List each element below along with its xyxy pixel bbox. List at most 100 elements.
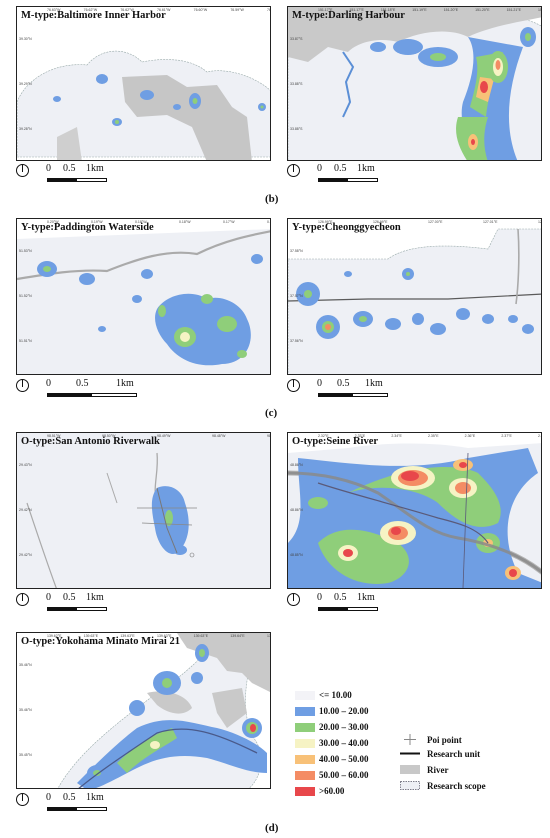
lon-ticks: 139.62°E 139.63°E 139.63°E 139.63°E 139.63°E…	[17, 634, 270, 640]
map-panel-sanantonio: O-type:San Antonio Riverwalk 98.51°W 98.5…	[16, 432, 271, 589]
lon-tick-label: 0.18°W	[179, 220, 191, 224]
legend-swatch	[295, 723, 315, 732]
panel-title: Y-type:Paddington Waterside	[21, 222, 154, 233]
north-arrow-icon	[16, 593, 29, 606]
lon-tick-label: 139.62°E	[47, 634, 62, 638]
lon-tick-label: 0.17°W	[223, 220, 235, 224]
north-arrow-icon	[16, 164, 29, 177]
lon-tick-label: 139.63°E	[83, 634, 99, 638]
legend-swatch	[295, 739, 315, 748]
panel-title: M-type:Darling Harbour	[292, 10, 405, 21]
lon-tick-label: 2.35°E	[428, 434, 439, 438]
panel-title: O-type:Seine River	[292, 436, 379, 447]
lon-tick-label: 0.17°W	[267, 220, 270, 224]
lat-tick-label: 35.45°N	[19, 753, 32, 757]
lat-tick-label: 37.56°N	[290, 339, 303, 343]
lon-ticks: 0.20°W 0.19°W 0.18°W 0.18°W 0.17°W 0.17°W	[17, 220, 270, 226]
lon-tick-label: 98.48°W	[267, 434, 271, 438]
lat-tick-label: 39.30°N	[19, 37, 32, 41]
scale-zero: 0	[317, 378, 322, 389]
lon-tick-label: 139.63°E	[120, 634, 135, 638]
lon-tick-label: 127.00°E	[428, 220, 443, 224]
cross-icon	[404, 734, 416, 745]
panel-title: O-type:Yokohama Minato Mirai 21	[21, 636, 180, 647]
lon-tick-label: 2.33°E	[354, 434, 366, 438]
lon-tick-label: 2.36°E	[464, 434, 476, 438]
scale-zero: 0	[317, 592, 322, 603]
legend-swatch	[295, 691, 315, 700]
map-panel-darling: M-type:Darling Harbour 151.17°E 151.17°E 1…	[287, 6, 542, 161]
lon-tick-label: 0.20°W	[47, 220, 59, 224]
panel-title: O-type:San Antonio Riverwalk	[21, 436, 160, 447]
lon-tick-label: 98.49°W	[157, 434, 171, 438]
dashed-box-icon	[400, 781, 420, 790]
map-cheonggye	[288, 219, 541, 374]
caption-d: (d)	[265, 822, 279, 834]
lat-tick-label: 29.42°N	[19, 508, 32, 512]
gray-fill-icon	[400, 765, 420, 774]
lon-ticks: 2.32°E 2.33°E 2.34°E 2.35°E 2.36°E 2.37°E 2.38…	[288, 434, 541, 440]
lon-tick-label: 2.38°E	[538, 434, 541, 438]
scale-zero: 0	[46, 792, 51, 803]
map-panel-cheonggye: Y-type:Cheonggyecheon 126.99°E 126.99°E 12…	[287, 218, 542, 375]
scalebar-cheonggye: 0 0.5 1km	[287, 378, 427, 401]
lon-tick-label: 139.64°E	[230, 634, 245, 638]
lon-tick-label: 76.60°W	[193, 8, 208, 12]
legend-swatch	[295, 771, 315, 780]
scale-full: 1km	[365, 378, 383, 389]
map-panel-seine: O-type:Seine River 2.32°E 2.33°E 2.34°E 2.3…	[287, 432, 542, 589]
lon-tick-label: 76.63°W	[47, 8, 61, 12]
lon-tick-label: 127.02°E	[538, 220, 542, 224]
legend-swatch	[295, 755, 315, 764]
map-sanantonio	[17, 433, 270, 588]
lon-tick-label: 76.58°W	[267, 8, 271, 12]
scalebar-paddington: 0 0.5 1km	[16, 378, 176, 401]
scale-full: 1km	[357, 163, 375, 174]
lat-tick-label: 29.43°N	[19, 463, 32, 467]
lat-tick-label: 39.28°N	[19, 127, 32, 131]
scale-half: 0.5	[334, 592, 347, 603]
scalebar-yokohama: 0 0.5 1km	[16, 792, 136, 815]
lon-ticks: 151.17°E 151.17°E 151.18°E 151.19°E 151.20°E…	[288, 8, 541, 14]
lat-tick-label: 37.57°N	[290, 294, 303, 298]
lon-tick-label: 0.19°W	[91, 220, 103, 224]
scale-zero: 0	[317, 163, 322, 174]
lon-ticks: 98.51°W 98.50°W 98.49°W 98.48°W 98.48°W	[17, 434, 270, 440]
legend-swatch	[295, 707, 315, 716]
map-seine	[288, 433, 541, 588]
scale-full: 1km	[86, 592, 104, 603]
scale-half: 0.5	[76, 378, 89, 389]
lat-tick-label: 51.52°N	[19, 294, 32, 298]
lon-tick-label: 76.59°W	[230, 8, 244, 12]
lat-tick-label: 29.42°N	[19, 553, 32, 557]
lat-tick-label: 48.86°N	[290, 463, 303, 467]
lat-tick-label: 33.88°S	[290, 82, 303, 86]
lon-ticks: 126.99°E 126.99°E 127.00°E 127.01°E 127.02°E	[288, 220, 541, 226]
panel-title: M-type:Baltimore Inner Harbor	[21, 10, 166, 21]
scale-full: 1km	[86, 792, 104, 803]
scale-full: 1km	[116, 378, 134, 389]
scale-half: 0.5	[63, 592, 76, 603]
scale-full: 1km	[86, 163, 104, 174]
lon-tick-label: 151.22°E	[538, 8, 542, 12]
north-arrow-icon	[16, 793, 29, 806]
caption-c: (c)	[265, 407, 278, 419]
lon-tick-label: 151.20°E	[475, 8, 490, 12]
lat-tick-label: 48.85°N	[290, 553, 303, 557]
lon-tick-label: 151.17°E	[318, 8, 333, 12]
map-baltimore	[17, 7, 270, 160]
lon-tick-label: 0.18°W	[135, 220, 147, 224]
north-arrow-icon	[287, 164, 300, 177]
lat-tick-label: 33.87°S	[290, 37, 303, 41]
map-panel-paddington: Y-type:Paddington Waterside 0.20°W 0.19°W…	[16, 218, 271, 375]
map-paddington	[17, 219, 270, 374]
lon-tick-label: 151.21°E	[506, 8, 522, 12]
lat-tick-label: 33.88°S	[290, 127, 303, 131]
scale-half: 0.5	[63, 163, 76, 174]
lat-tick-label: 35.46°N	[19, 663, 32, 667]
lon-tick-label: 2.34°E	[391, 434, 402, 438]
north-arrow-icon	[287, 379, 300, 392]
lon-tick-label: 76.61°W	[157, 8, 171, 12]
lon-tick-label: 151.19°E	[412, 8, 427, 12]
scale-zero: 0	[46, 592, 51, 603]
